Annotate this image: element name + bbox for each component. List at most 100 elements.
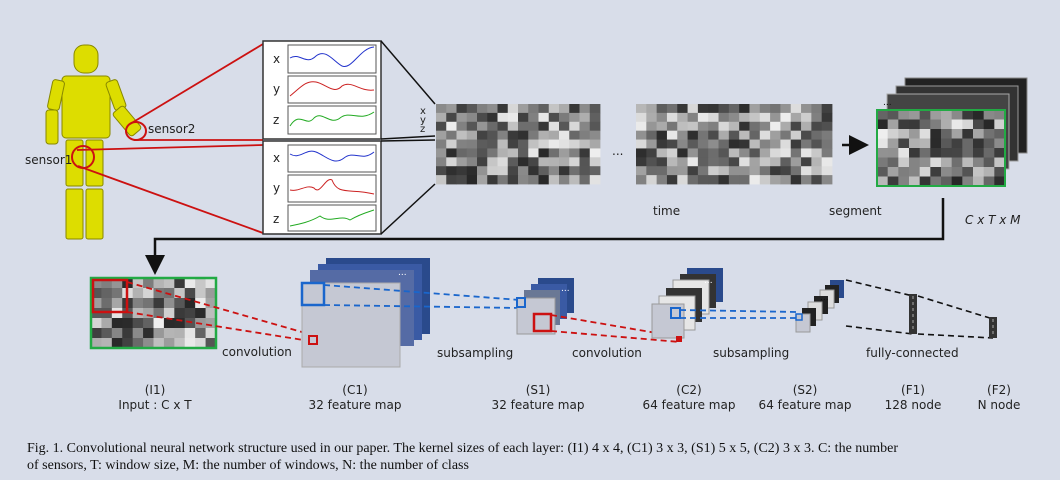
heatmap-cell [877,129,889,139]
heatmap-cell [569,139,580,149]
heatmap-cell [821,112,833,123]
heatmap-cell [548,112,560,123]
subsampling-label-1: subsampling [437,346,514,360]
heatmap-cell [122,318,134,329]
heatmap-cell [477,112,488,123]
heatmap-cell [579,130,591,140]
heatmap-cell [951,129,963,139]
heatmap-cell [518,112,529,123]
heatmap-cell [687,112,699,123]
heatmap-cell [887,167,899,177]
heatmap-cell [919,138,931,149]
heatmap-cell [507,112,519,123]
heatmap-cell [548,166,560,176]
heatmap-cell [811,104,823,114]
heatmap-cell [477,148,488,158]
heatmap-cell [708,157,719,167]
heatmap-cell [739,121,750,132]
heatmap-cell [497,104,509,114]
heatmap-cell [528,148,539,158]
heatmap-cell [718,157,730,167]
heatmap-cell [174,298,186,309]
heatmap-cell [528,157,539,167]
heatmap-cell [790,175,802,185]
heatmap-cell [636,139,647,149]
heatmap-cell [528,139,539,149]
heatmap-cell [143,328,154,339]
heatmap-cell [656,139,668,149]
heatmap-cell [518,139,529,149]
sensor-heatmap-2 [636,104,833,185]
heatmap-cell [821,121,833,132]
heatmap-cell [656,112,668,123]
heatmap-cell [811,157,823,167]
signal-panels [262,40,382,235]
heatmap-cell [579,175,591,185]
heatmap-cell [994,138,1006,149]
heatmap-cell [770,166,781,176]
heatmap-cell [687,148,699,158]
heatmap-cell [548,104,560,114]
heatmap-cell [898,110,910,120]
heatmap-cell [111,338,123,349]
heatmap-cell [666,121,678,132]
heatmap-cell [636,166,647,176]
heatmap-cell [770,148,781,158]
heatmap-cell [708,175,719,185]
heatmap-cell [666,175,678,185]
heatmap-cell [436,130,447,140]
heatmap-cell [518,148,529,158]
heatmap-cell [91,328,102,339]
heatmap-cell [569,112,580,123]
heatmap-cell [91,298,102,309]
heatmap-cell [132,298,144,309]
heatmap-cell [739,166,750,176]
axis-z-2: z [273,212,280,226]
heatmap-cell [919,157,931,168]
heatmap-cell [579,148,591,158]
layer-i1-desc: Input : C x T [118,398,192,412]
heatmap-cell [898,157,910,168]
heatmap-cell [656,148,668,158]
xyz-label: xyz [420,106,426,135]
heatmap-cell [770,130,781,140]
heatmap-cell [497,157,509,167]
heatmap-cell [697,157,709,167]
heatmap-cell [569,148,580,158]
heatmap-cell [739,175,750,185]
heatmap-cell [507,175,519,185]
heatmap-cell [132,278,144,289]
heatmap-cell [697,104,709,114]
heatmap-cell [466,121,478,132]
heatmap-cell [507,139,519,149]
c2-ellipsis: ... [704,276,713,286]
heatmap-cell [951,148,963,158]
heatmap-cell [174,308,186,319]
heatmap-cell [143,308,154,319]
heatmap-cell [656,157,668,167]
caption-line-2: of sensors, T: window size, M: the numbe… [27,458,469,473]
heatmap-cell [930,119,942,130]
figure-thigh-right [85,139,104,187]
heatmap-cell [646,175,658,185]
heatmap-cell [677,112,688,123]
s2-feature-maps [795,280,844,333]
heatmap-cell [909,176,921,187]
heatmap-cell [887,157,899,168]
heatmap-cell [697,130,709,140]
heatmap-cell [436,112,447,123]
heatmap-cell [456,157,468,167]
heatmap-cell [780,112,792,123]
heatmap-cell [697,121,709,132]
figure-forearm-left [45,109,59,145]
heatmap-cell [962,167,974,177]
heatmap-cell [677,157,688,167]
heatmap-cell [487,104,498,114]
heatmap-cell [446,112,457,123]
heatmap-cell [749,112,761,123]
heatmap-cell [887,138,899,149]
heatmap-cell [636,121,647,132]
heatmap-cell [687,139,699,149]
heatmap-cell [739,139,750,149]
